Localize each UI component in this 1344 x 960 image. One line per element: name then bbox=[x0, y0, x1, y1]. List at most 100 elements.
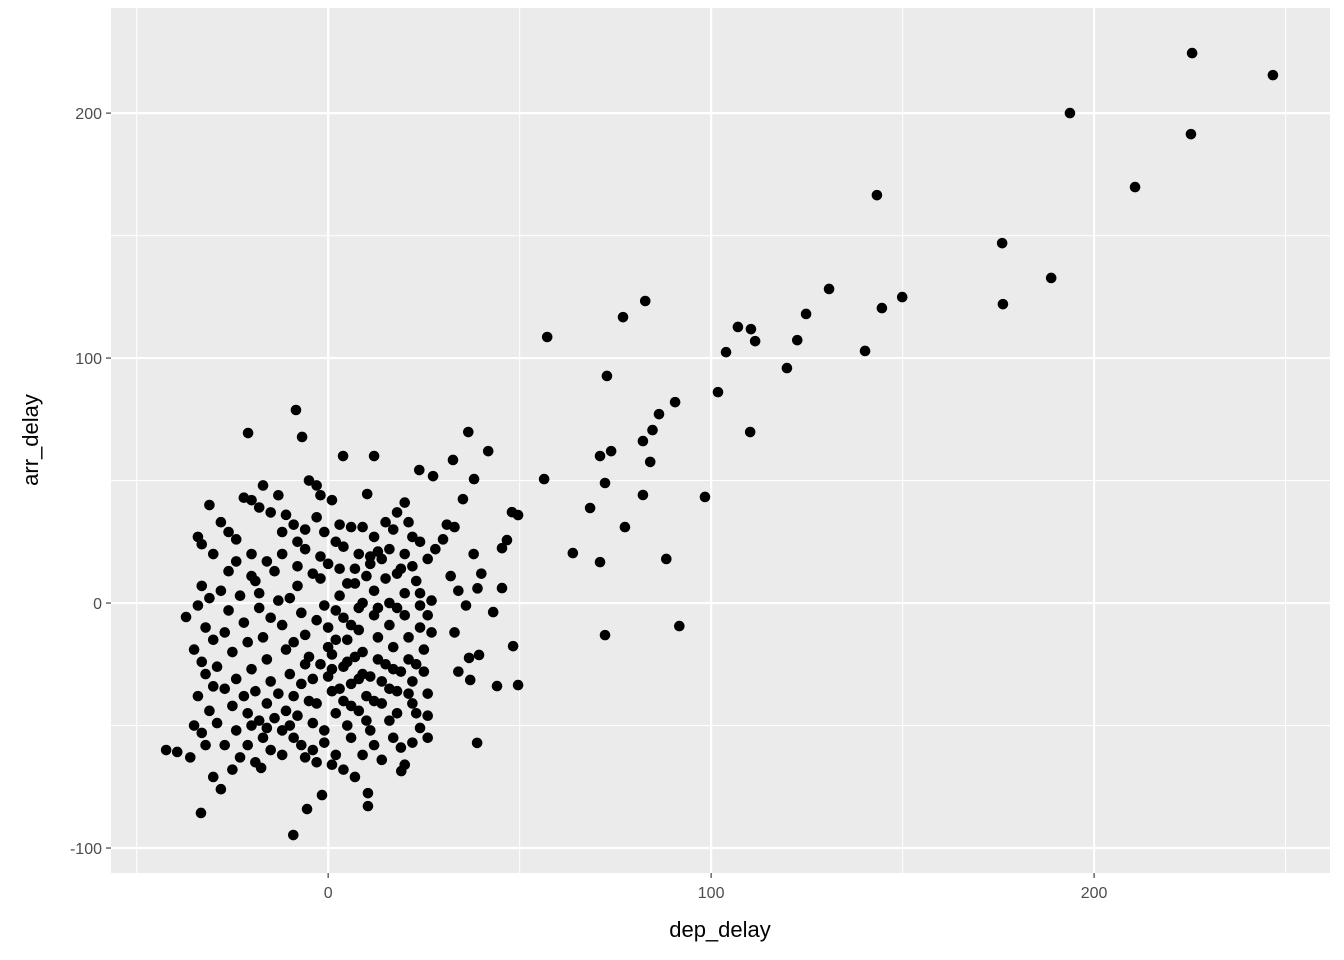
data-point bbox=[296, 739, 307, 751]
x-tick-label: 100 bbox=[698, 885, 725, 902]
data-point bbox=[487, 606, 499, 618]
data-point bbox=[287, 829, 299, 841]
data-point bbox=[457, 493, 469, 505]
data-point bbox=[307, 568, 319, 579]
data-point bbox=[384, 619, 395, 631]
data-point bbox=[368, 585, 380, 597]
data-point bbox=[171, 746, 183, 758]
data-point bbox=[269, 565, 280, 577]
data-point bbox=[496, 542, 508, 554]
data-point bbox=[357, 521, 368, 533]
data-point bbox=[471, 737, 483, 749]
data-point bbox=[250, 756, 261, 768]
data-point bbox=[338, 661, 349, 673]
data-point bbox=[619, 521, 631, 533]
data-point bbox=[506, 506, 518, 518]
data-point bbox=[276, 749, 288, 761]
data-point bbox=[361, 488, 373, 500]
data-point bbox=[345, 700, 357, 712]
data-point bbox=[1185, 128, 1197, 140]
data-point bbox=[319, 725, 330, 736]
data-point bbox=[330, 605, 342, 616]
data-point bbox=[384, 683, 395, 695]
data-point bbox=[292, 710, 303, 722]
data-point bbox=[207, 771, 219, 783]
data-point bbox=[453, 666, 464, 677]
data-point bbox=[399, 587, 411, 599]
data-point bbox=[512, 679, 524, 691]
data-point bbox=[253, 602, 265, 614]
data-point bbox=[1267, 69, 1279, 81]
data-point bbox=[376, 676, 388, 687]
data-point bbox=[160, 744, 172, 756]
data-point bbox=[422, 688, 434, 699]
data-point bbox=[334, 519, 345, 530]
data-point bbox=[227, 646, 238, 658]
data-point bbox=[296, 607, 307, 619]
data-point bbox=[311, 511, 322, 523]
data-point bbox=[422, 710, 434, 722]
x-axis-ticks: 0 100 200 bbox=[324, 873, 1108, 902]
data-point bbox=[364, 725, 376, 736]
data-point bbox=[364, 558, 376, 570]
data-point bbox=[599, 477, 611, 489]
data-point bbox=[361, 570, 372, 582]
data-point bbox=[601, 370, 613, 382]
data-point bbox=[584, 502, 596, 514]
data-point bbox=[341, 578, 353, 589]
data-point bbox=[674, 620, 685, 632]
data-point bbox=[261, 556, 273, 567]
data-point bbox=[376, 553, 388, 565]
data-point bbox=[399, 609, 411, 621]
data-point bbox=[338, 764, 349, 775]
data-point bbox=[496, 582, 508, 594]
data-point bbox=[781, 362, 793, 374]
data-point bbox=[403, 516, 414, 528]
data-point bbox=[265, 507, 276, 518]
data-point bbox=[204, 592, 215, 604]
data-point bbox=[180, 611, 192, 623]
data-point bbox=[238, 690, 250, 702]
data-point bbox=[215, 516, 227, 528]
data-point bbox=[414, 622, 426, 633]
x-axis-title: dep_delay bbox=[669, 917, 771, 942]
data-point bbox=[338, 695, 349, 707]
data-point bbox=[639, 295, 651, 307]
plot-panel bbox=[111, 8, 1330, 873]
data-point bbox=[242, 427, 254, 439]
data-point bbox=[368, 531, 380, 543]
data-point bbox=[303, 695, 315, 707]
data-point bbox=[311, 614, 322, 626]
data-point bbox=[362, 800, 374, 812]
data-point bbox=[463, 652, 475, 664]
data-point bbox=[230, 725, 242, 736]
data-point bbox=[276, 548, 288, 560]
data-point bbox=[307, 717, 319, 729]
data-point bbox=[307, 673, 319, 685]
data-point bbox=[253, 587, 265, 599]
data-point bbox=[491, 680, 503, 692]
data-point bbox=[418, 644, 430, 655]
data-point bbox=[326, 494, 338, 506]
data-point bbox=[315, 551, 326, 562]
data-point bbox=[353, 705, 365, 717]
data-point bbox=[334, 683, 345, 695]
data-point bbox=[1045, 272, 1057, 284]
data-point bbox=[288, 636, 299, 648]
data-point bbox=[653, 408, 665, 420]
data-point bbox=[449, 627, 460, 638]
data-point bbox=[204, 499, 215, 511]
data-point bbox=[399, 759, 411, 771]
data-point bbox=[384, 543, 395, 555]
data-point bbox=[280, 509, 292, 521]
data-point bbox=[464, 674, 476, 686]
data-point bbox=[414, 600, 426, 611]
data-point bbox=[399, 548, 411, 560]
data-point bbox=[276, 526, 288, 538]
data-point bbox=[215, 585, 227, 597]
data-point bbox=[326, 649, 338, 660]
data-point bbox=[290, 404, 302, 416]
data-point bbox=[200, 622, 211, 633]
data-point bbox=[303, 475, 315, 486]
